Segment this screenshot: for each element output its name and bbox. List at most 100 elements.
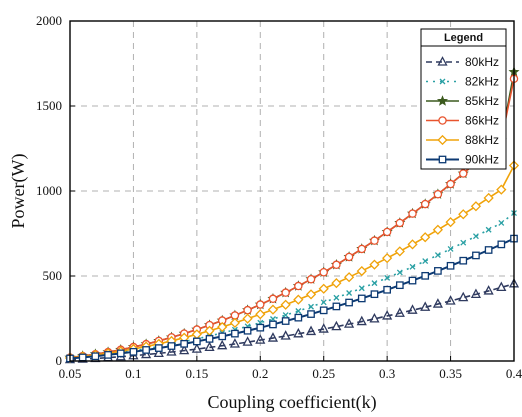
- data-point-80khz: [470, 288, 482, 299]
- data-point-80khz: [191, 343, 202, 353]
- data-point-88khz: [420, 232, 431, 243]
- data-point-86khz: [306, 274, 316, 284]
- data-point-88khz: [280, 299, 291, 310]
- data-point-88khz: [369, 259, 380, 270]
- data-point-90khz: [472, 251, 480, 260]
- legend-label: 82kHz: [465, 75, 499, 89]
- legend: Legend 80kHz 82kHz 85kHz 86kHz 88kHz 90kHz: [420, 28, 507, 170]
- data-point-86khz: [395, 218, 405, 228]
- legend-item-82khz: 82kHz: [426, 75, 499, 89]
- data-point-90khz: [116, 349, 125, 358]
- y-tick-label: 1000: [36, 183, 62, 198]
- data-point-90khz: [370, 290, 379, 299]
- data-point-88khz: [496, 184, 507, 195]
- data-point-82khz: [295, 308, 302, 314]
- legend-title: Legend: [444, 32, 483, 44]
- data-point-82khz: [396, 269, 403, 276]
- legend-marker: [437, 134, 448, 146]
- data-point-80khz: [420, 301, 431, 311]
- data-point-86khz: [319, 268, 328, 277]
- data-point-80khz: [267, 332, 279, 342]
- legend-marker: [436, 95, 449, 106]
- x-tick-label: 0.05: [59, 366, 82, 381]
- x-axis-label: Coupling coefficient(k): [207, 392, 376, 413]
- data-point-86khz: [370, 236, 379, 245]
- data-point-82khz: [434, 252, 441, 259]
- data-point-90khz: [142, 346, 150, 354]
- data-point-80khz: [458, 291, 469, 302]
- tick-layer: 0.05 0.1 0.15 0.2 0.25 0.3 0.35 0.4 0 500 1000 1500…: [36, 13, 522, 381]
- data-point-88khz: [356, 265, 367, 277]
- data-point-82khz: [384, 274, 391, 281]
- y-axis-label: Power(W): [8, 154, 29, 229]
- legend-label: 86kHz: [465, 114, 499, 128]
- data-point-80khz: [293, 327, 304, 338]
- x-tick-label: 0.25: [312, 366, 335, 381]
- data-point-90khz: [218, 332, 227, 341]
- legend-marker: [437, 56, 448, 66]
- data-point-86khz: [357, 244, 367, 254]
- y-tick-label: 1500: [36, 98, 62, 113]
- y-tick-label: 2000: [36, 13, 62, 28]
- data-point-88khz: [293, 294, 304, 305]
- series-line-82khz: [69, 212, 515, 360]
- x-tick-label: 0.15: [185, 366, 208, 381]
- data-point-80khz: [407, 304, 418, 314]
- data-point-80khz: [496, 281, 507, 292]
- data-point-80khz: [344, 318, 355, 328]
- data-point-82khz: [447, 246, 454, 252]
- data-point-88khz: [204, 325, 215, 336]
- data-point-86khz: [243, 305, 252, 315]
- data-point-88khz: [255, 309, 266, 320]
- data-point-90khz: [281, 317, 290, 325]
- data-point-86khz: [382, 227, 392, 237]
- data-point-90khz: [167, 342, 176, 350]
- data-point-90khz: [269, 320, 277, 329]
- data-point-80khz: [356, 315, 367, 326]
- data-point-90khz: [345, 298, 353, 307]
- data-point-82khz: [498, 220, 505, 226]
- legend-item-80khz: 80kHz: [426, 55, 499, 69]
- series-layer: [64, 66, 520, 364]
- data-point-88khz: [229, 317, 241, 329]
- data-point-82khz: [333, 294, 340, 301]
- data-point-82khz: [422, 258, 429, 264]
- data-point-88khz: [394, 246, 405, 257]
- data-point-90khz: [408, 276, 417, 285]
- legend-marker: [438, 155, 447, 164]
- data-point-90khz: [421, 271, 430, 280]
- grid-lines: [70, 21, 514, 361]
- x-tick-label: 0.3: [379, 366, 395, 381]
- data-point-80khz: [242, 336, 253, 346]
- data-point-80khz: [217, 339, 228, 350]
- data-point-86khz: [332, 260, 341, 270]
- data-point-90khz: [307, 310, 315, 318]
- data-point-86khz: [433, 189, 443, 199]
- data-point-86khz: [268, 294, 278, 304]
- data-point-88khz: [458, 209, 469, 220]
- data-point-86khz: [344, 252, 354, 262]
- data-point-90khz: [395, 281, 404, 290]
- data-point-80khz: [305, 325, 317, 336]
- legend-items: 80kHz 82kHz 85kHz 86kHz 88kHz 90kHz: [426, 55, 499, 167]
- data-point-90khz: [357, 294, 366, 303]
- data-point-86khz: [256, 300, 265, 309]
- series-82khz: [67, 210, 517, 362]
- data-point-88khz: [305, 289, 317, 300]
- legend-marker: [439, 78, 446, 85]
- data-point-90khz: [78, 353, 87, 362]
- data-point-88khz: [445, 216, 456, 228]
- data-point-82khz: [485, 226, 492, 233]
- data-point-80khz: [382, 310, 393, 320]
- x-tick-label: 0.2: [252, 366, 268, 381]
- legend-item-90khz: 90kHz: [426, 153, 499, 167]
- data-point-80khz: [255, 334, 266, 344]
- data-point-90khz: [497, 240, 506, 249]
- data-point-90khz: [193, 337, 201, 346]
- data-point-80khz: [166, 346, 177, 356]
- data-point-80khz: [153, 347, 164, 358]
- x-tick-label: 0.35: [439, 366, 462, 381]
- data-point-80khz: [432, 298, 443, 308]
- data-point-90khz: [332, 302, 341, 311]
